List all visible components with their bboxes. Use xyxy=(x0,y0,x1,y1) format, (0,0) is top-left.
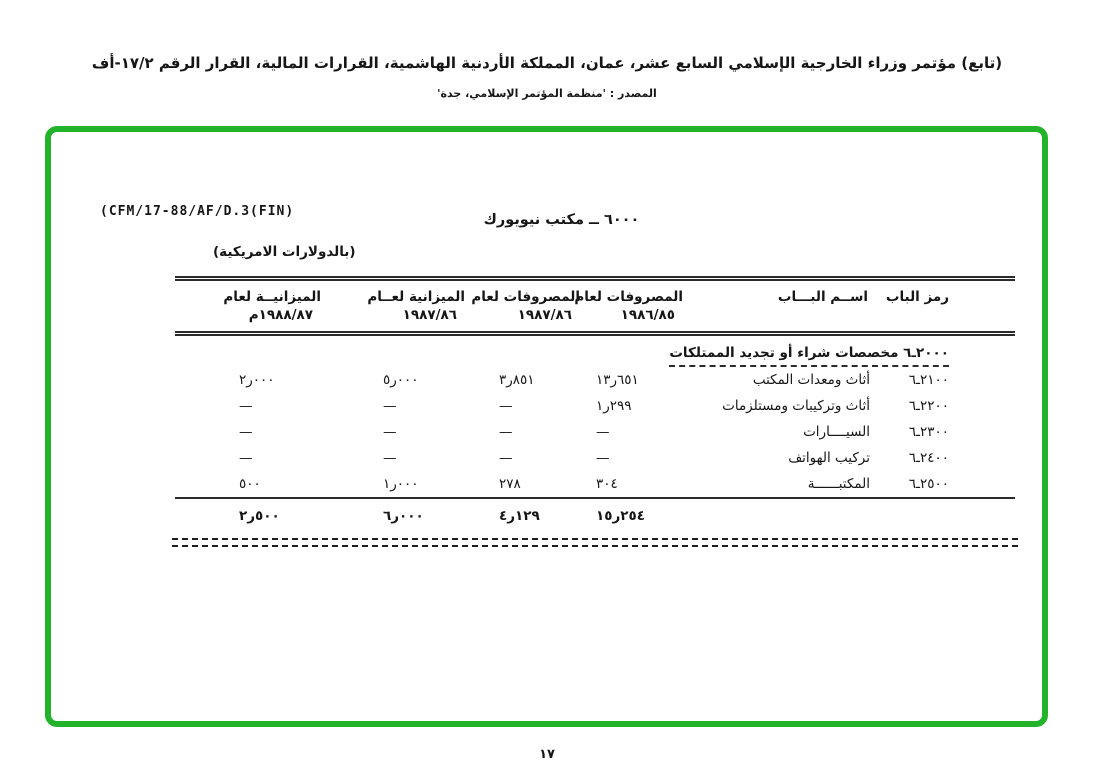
value-cell: — xyxy=(499,424,513,440)
total-value-cell: ٢ر٥٠٠ xyxy=(175,497,347,530)
budget-table: رمز الباب اســم البـــاب المصروفات لعام … xyxy=(175,276,1015,530)
section-group-row: ٦ـ٢٠٠٠ مخصصات شراء أو تجديد الممتلكات xyxy=(175,334,1015,367)
value-cell: — xyxy=(596,424,610,440)
value-cell: — xyxy=(383,424,397,440)
value-cell: ٣٠٤ xyxy=(596,476,618,492)
document-header-title: (تابع) مؤتمر وزراء الخارجية الإسلامي الس… xyxy=(91,54,1003,72)
chapter-name-cell: تركيب الهواتف xyxy=(788,450,870,466)
value-cell: — xyxy=(383,450,397,466)
table-row: ٦ـ٢١٠٠ أثاث ومعدات المكتب ١٣ر٦٥١ ٣ر٨٥١ ٥… xyxy=(175,367,1015,393)
value-cell: ٥ر٠٠٠ xyxy=(383,372,419,388)
column-header-budget-1988-87: الميزانيــة لعام م١٩٨٨/٨٧ xyxy=(175,278,347,336)
value-cell: — xyxy=(239,450,253,466)
column-header-chapter-name: اســم البـــاب xyxy=(685,278,882,336)
chapter-name-cell: السيــــارات xyxy=(803,424,870,440)
totals-row: ١٥ر٢٥٤ ٤ر١٢٩ ٦ر٠٠٠ ٢ر٥٠٠ xyxy=(175,497,1015,530)
chapter-code-cell: ٦ـ٢٤٠٠ xyxy=(908,450,949,466)
chapter-code-cell: ٦ـ٢٣٠٠ xyxy=(908,424,949,440)
table-row: ٦ـ٢٥٠٠ المكتبــــــة ٣٠٤ ٢٧٨ ١ر٠٠٠ ٥٠٠ xyxy=(175,471,1015,498)
total-value-cell: ٤ر١٢٩ xyxy=(477,497,592,530)
page-top-header: (تابع) مؤتمر وزراء الخارجية الإسلامي الس… xyxy=(0,54,1094,100)
currency-note: (بالدولارات الامريكية) xyxy=(213,244,356,260)
reference-code: (CFM/17-88/AF/D.3(FIN) xyxy=(100,204,295,219)
column-header-expenses-1987-86: المصروفات لعام ١٩٨٧/٨٦ xyxy=(471,278,592,336)
value-cell: ٣ر٨٥١ xyxy=(499,372,535,388)
section-group-cell: ٦ـ٢٠٠٠ مخصصات شراء أو تجديد الممتلكات xyxy=(175,334,1015,367)
total-value-cell: ١٥ر٢٥٤ xyxy=(592,497,685,530)
column-header-expenses-1986-85: المصروفات لعام ١٩٨٦/٨٥ xyxy=(574,278,685,336)
section-group-title: ٦ـ٢٠٠٠ مخصصات شراء أو تجديد الممتلكات xyxy=(669,345,949,367)
table-row: ٦ـ٢٤٠٠ تركيب الهواتف — — — — xyxy=(175,445,1015,471)
chapter-name-cell: المكتبــــــة xyxy=(807,476,870,492)
page-number: ١٧ xyxy=(539,747,555,762)
scanned-document-frame: (CFM/17-88/AF/D.3(FIN) ٦٠٠٠ ــ مكتب نيوي… xyxy=(45,126,1048,727)
total-value-cell: ٦ر٠٠٠ xyxy=(347,497,477,530)
value-cell: — xyxy=(499,398,513,414)
table-row: ٦ـ٢٣٠٠ السيــــارات — — — — xyxy=(175,419,1015,445)
chapter-code-cell: ٦ـ٢١٠٠ xyxy=(908,372,949,388)
value-cell: — xyxy=(596,450,610,466)
table-row: ٦ـ٢٢٠٠ أثاث وتركيبات ومستلزمات ١ر٢٩٩ — —… xyxy=(175,393,1015,419)
value-cell: ٥٠٠ xyxy=(239,476,261,492)
document-source-line: المصدر : 'منظمة المؤتمر الإسلامي، جدة' xyxy=(437,87,657,100)
totals-empty-cell xyxy=(882,497,1015,530)
value-cell: ١ر٠٠٠ xyxy=(383,476,419,492)
value-cell: ١ر٢٩٩ xyxy=(596,398,632,414)
table-header-row: رمز الباب اســم البـــاب المصروفات لعام … xyxy=(175,278,1015,336)
chapter-name-cell: أثاث وتركيبات ومستلزمات xyxy=(722,398,870,414)
value-cell: — xyxy=(383,398,397,414)
value-cell: — xyxy=(239,398,253,414)
value-cell: ٢٧٨ xyxy=(499,476,521,492)
chapter-code-cell: ٦ـ٢٥٠٠ xyxy=(908,476,949,492)
office-section-title: ٦٠٠٠ ــ مكتب نيويورك xyxy=(483,212,640,228)
bottom-double-dashed-rule xyxy=(172,538,1018,547)
chapter-name-cell: أثاث ومعدات المكتب xyxy=(752,372,870,388)
totals-empty-cell xyxy=(685,497,882,530)
value-cell: — xyxy=(499,450,513,466)
budget-table-wrapper: رمز الباب اســم البـــاب المصروفات لعام … xyxy=(172,276,1018,547)
value-cell: — xyxy=(239,424,253,440)
chapter-code-cell: ٦ـ٢٢٠٠ xyxy=(908,398,949,414)
column-header-budget-1987-86: الميزانية لعــام ١٩٨٧/٨٦ xyxy=(347,278,477,336)
column-header-chapter-code: رمز الباب xyxy=(882,278,1015,336)
value-cell: ٢ر٠٠٠ xyxy=(239,372,275,388)
value-cell: ١٣ر٦٥١ xyxy=(596,372,639,388)
